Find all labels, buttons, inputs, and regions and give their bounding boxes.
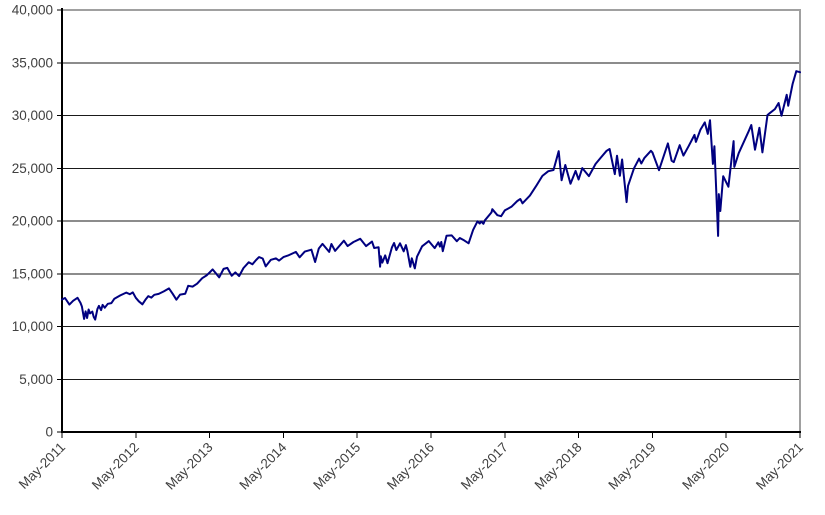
- y-tick-label: 10,000: [12, 319, 53, 334]
- y-tick-label: 5,000: [19, 372, 53, 387]
- x-tick-label: May-2016: [384, 440, 437, 493]
- y-tick-label: 0: [45, 425, 53, 440]
- x-tick-label: May-2014: [236, 439, 289, 492]
- y-tick-label: 20,000: [12, 214, 53, 229]
- y-tick-label: 15,000: [12, 266, 53, 281]
- x-tick-label: May-2015: [310, 440, 363, 493]
- x-tick-label: May-2019: [605, 440, 658, 493]
- x-tick-label: May-2020: [679, 440, 732, 493]
- x-tick-label: May-2011: [16, 440, 68, 492]
- x-tick-label: May-2013: [163, 440, 216, 493]
- y-tick-label: 40,000: [12, 3, 53, 18]
- x-tick-label: May-2017: [458, 440, 511, 493]
- y-tick-label: 30,000: [12, 108, 53, 123]
- y-tick-label: 25,000: [12, 161, 53, 176]
- x-tick-label: May-2018: [532, 440, 585, 493]
- y-tick-label: 35,000: [12, 55, 53, 70]
- x-tick-label: May-2012: [89, 440, 142, 493]
- price-line: [61, 70, 801, 321]
- x-tick-label: May-2021: [753, 440, 806, 493]
